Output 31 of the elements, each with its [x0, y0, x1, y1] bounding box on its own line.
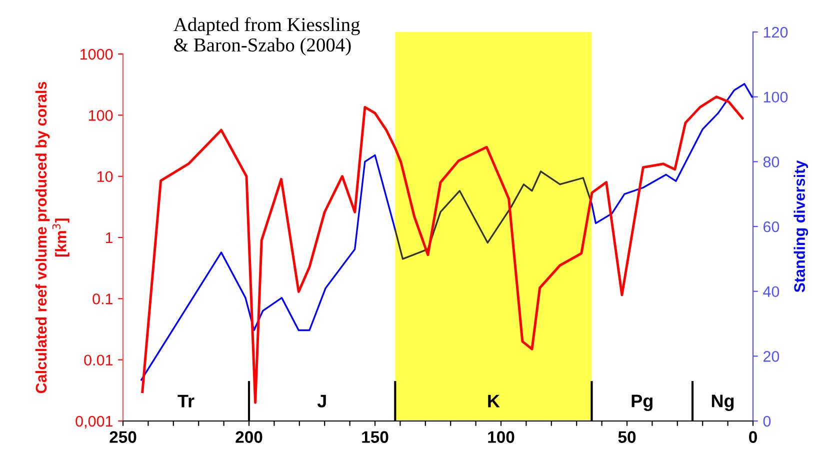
y2-axis-title: Standing diversity: [794, 160, 808, 292]
x-tick-label: 0: [749, 431, 757, 443]
annotation: Pg: [632, 394, 652, 412]
line-series: [394, 170, 593, 260]
line-series: [590, 83, 753, 224]
y-axis-title: Calculated reef volume produced by corals [km$^{3}$]: [35, 82, 70, 394]
y2-tick-label: 60: [764, 221, 780, 232]
annotation: Ng: [712, 394, 734, 412]
y2-tick-label: 20: [763, 351, 780, 362]
band-label: K: [488, 394, 500, 408]
y-tick-label: 10: [97, 171, 113, 182]
y-tick-label: 0.1: [92, 294, 113, 304]
x-tick-label: 200: [236, 431, 262, 443]
y-tick-label: 1: [106, 232, 113, 244]
y-tick-label: 1000: [80, 48, 113, 60]
y2-tick-label: 100: [764, 92, 788, 103]
x-tick-label: 150: [362, 431, 388, 443]
x-tick-label: 50: [618, 431, 636, 443]
line-series: [140, 154, 396, 381]
y-tick-label: 0,001: [76, 416, 113, 428]
annotation: Tr: [178, 394, 194, 408]
annotation: Adapted from Kiessling & Baron-Szabo (2004): [174, 17, 360, 56]
y2-tick-label: 0: [763, 416, 771, 427]
x-tick-label: 100: [488, 431, 514, 443]
y2-tick-label: 80: [763, 156, 780, 168]
x-tick-label: 250: [110, 431, 136, 443]
y2-tick-label: 120: [764, 26, 788, 38]
annotation: J: [317, 394, 326, 408]
y2-tick-label: 40: [763, 286, 780, 298]
y-tick-label: 100: [88, 110, 113, 121]
y-tick-label: 0.01: [84, 354, 113, 366]
